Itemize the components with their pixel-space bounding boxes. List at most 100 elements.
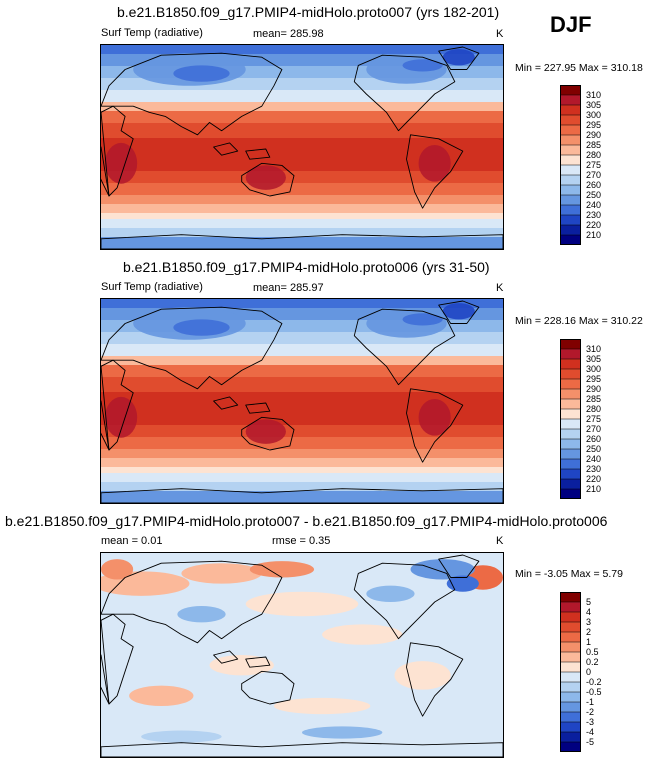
panel3-difference-map (101, 553, 503, 757)
colorbar-tick-label: 3 (586, 617, 591, 627)
map-band (101, 207, 503, 211)
map-coastline (101, 306, 283, 390)
map-band (101, 365, 503, 369)
map-band (101, 347, 503, 351)
map-band (101, 51, 503, 55)
map-band (101, 404, 503, 408)
map-band (101, 320, 503, 324)
map-band (101, 341, 503, 345)
map-band (101, 329, 503, 333)
map-band (101, 246, 503, 249)
map-band (101, 237, 503, 241)
colorbar-swatch (560, 399, 581, 410)
colorbar-tick-label: 275 (586, 414, 601, 424)
map-band (101, 374, 503, 378)
map-band (101, 171, 503, 175)
map-coastline (245, 656, 271, 668)
map-band (101, 485, 503, 489)
map-band (101, 189, 503, 193)
map-band (101, 201, 503, 205)
map-band (101, 422, 503, 426)
map-band (101, 440, 503, 444)
map-coastline (101, 105, 134, 197)
panel1-units-label: K (496, 28, 504, 40)
map-coastline (353, 54, 456, 132)
colorbar-tick-label: 295 (586, 374, 601, 384)
map-band (101, 470, 503, 474)
colorbar-tick-label: 285 (586, 140, 601, 150)
colorbar-swatch (560, 692, 581, 703)
map-band (101, 431, 503, 435)
colorbar-tick-label: 240 (586, 454, 601, 464)
panel1-minmax-label: Min = 227.95 Max = 310.18 (515, 62, 643, 74)
map-coastline (213, 142, 239, 156)
map-band (101, 317, 503, 321)
map-anomaly-region (273, 697, 371, 715)
colorbar-tick-label: 280 (586, 150, 601, 160)
map-warm-region (418, 398, 451, 436)
map-band (101, 210, 503, 214)
panel1-colorbar-svg: 3103053002952902852802752702602502402302… (560, 85, 601, 245)
map-band (101, 84, 503, 88)
colorbar-swatch (560, 389, 581, 400)
map-band (101, 195, 503, 199)
map-band (101, 461, 503, 465)
panel2-title: b.e21.B1850.f09_g17.PMIP4-midHolo.proto0… (123, 259, 490, 275)
colorbar-swatch (560, 419, 581, 430)
colorbar-tick-label: 280 (586, 404, 601, 414)
colorbar-swatch (560, 702, 581, 713)
map-band (101, 473, 503, 477)
map-band (101, 311, 503, 315)
map-band (101, 81, 503, 85)
map-band (101, 204, 503, 208)
panel3-colorbar: 5 4 3 2 1 0.5 0.2 0 -0.2 -0.5 -1 -2 -3 -4 -5 (560, 592, 640, 752)
panel1-variable-label: Surf Temp (radiative) (101, 27, 203, 39)
map-coastline (101, 654, 110, 705)
map-band (101, 401, 503, 405)
map-band (101, 332, 503, 336)
panel3-rmse-label: rmse = 0.35 (272, 535, 331, 547)
map-band (101, 117, 503, 121)
panel1-colorbar: 310 305 300 295 290 285 280 275 270 260 250 240 230 2… (560, 85, 640, 245)
panel3-units-label: K (496, 535, 504, 547)
map-band (101, 141, 503, 145)
map-coastline (245, 148, 271, 160)
colorbar-swatch (560, 632, 581, 643)
map-band (101, 368, 503, 372)
map-band (101, 377, 503, 381)
map-anomaly-region (410, 559, 475, 580)
colorbar-tick-label: 305 (586, 354, 601, 364)
map-band (101, 299, 503, 303)
colorbar-tick-label: -2 (586, 707, 594, 717)
map-band (101, 452, 503, 456)
map-band (101, 69, 503, 73)
map-coastline (101, 359, 134, 451)
colorbar-swatch (560, 349, 581, 360)
colorbar-swatch (560, 205, 581, 216)
map-anomaly-region (101, 559, 134, 580)
colorbar-tick-label: 270 (586, 424, 601, 434)
map-band (101, 108, 503, 112)
map-band (101, 494, 503, 498)
map-band (101, 395, 503, 399)
colorbar-swatch (560, 429, 581, 440)
map-band (101, 425, 503, 429)
map-band (101, 386, 503, 390)
map-band (101, 147, 503, 151)
map-band (101, 222, 503, 226)
map-band (101, 105, 503, 109)
colorbar-tick-label: 2 (586, 627, 591, 637)
map-band (101, 434, 503, 438)
panel2-variable-label: Surf Temp (radiative) (101, 281, 203, 293)
colorbar-swatch (560, 379, 581, 390)
map-coastline (101, 488, 503, 503)
map-warm-region (105, 142, 138, 184)
colorbar-swatch (560, 672, 581, 683)
colorbar-tick-label: 1 (586, 637, 591, 647)
map-warm-region (105, 396, 138, 438)
map-band (101, 186, 503, 190)
map-band (101, 63, 503, 67)
colorbar-swatch (560, 225, 581, 236)
colorbar-swatch (560, 85, 581, 96)
map-coastline (245, 402, 271, 414)
